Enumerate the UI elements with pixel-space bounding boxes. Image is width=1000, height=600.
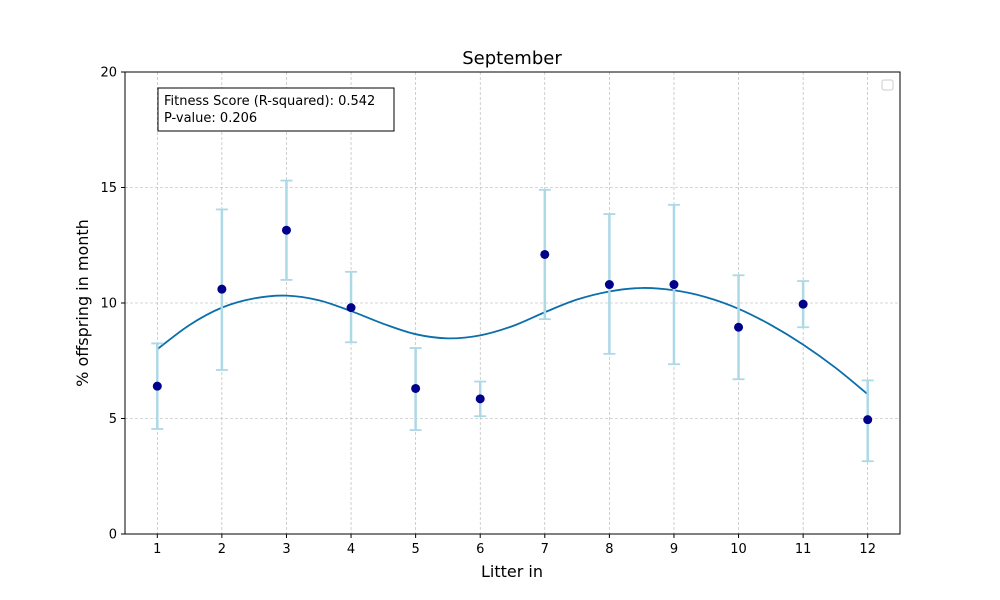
data-point: [475, 394, 485, 404]
grid-layer: [125, 71, 900, 535]
y-tick-label: 15: [100, 181, 117, 196]
x-tick-label: 12: [859, 542, 876, 557]
data-point: [863, 415, 873, 425]
x-tick-label: 4: [347, 542, 355, 557]
y-tick-label: 10: [100, 297, 117, 312]
x-tick-label: 6: [476, 542, 484, 557]
errorbar-layer: [151, 179, 874, 463]
x-axis-label: Litter in: [481, 562, 543, 581]
x-tick-label: 2: [218, 542, 226, 557]
y-tick-label: 20: [100, 66, 117, 81]
x-tick-label: 5: [411, 542, 419, 557]
x-tick-label: 3: [282, 542, 290, 557]
data-point: [217, 284, 227, 294]
data-point: [734, 322, 744, 332]
legend-box: [881, 79, 894, 91]
x-tick-label: 11: [795, 542, 812, 557]
data-point: [152, 381, 162, 391]
fit-curve-layer: [156, 287, 869, 395]
x-tick-label: 8: [605, 542, 613, 557]
y-tick-label: 5: [109, 412, 117, 427]
annotation-frame: [157, 87, 395, 132]
data-point: [604, 280, 614, 290]
point-layer: [152, 225, 873, 425]
y-axis-label: % offspring in month: [73, 219, 92, 387]
annotation-p-value: P-value: 0.206: [164, 111, 257, 126]
chart-title: September: [462, 48, 562, 69]
annotation-box: Fitness Score (R-squared): 0.542 P-value…: [157, 87, 395, 132]
x-tick-label: 7: [541, 542, 549, 557]
fit-curve: [156, 287, 869, 395]
data-point: [281, 225, 291, 235]
data-point: [411, 383, 421, 393]
annotation-r-squared: Fitness Score (R-squared): 0.542: [164, 94, 375, 109]
x-tick-label: 9: [670, 542, 678, 557]
data-point: [798, 299, 808, 309]
y-tick-label: 0: [109, 528, 117, 543]
data-point: [669, 280, 679, 290]
x-tick-label: 10: [730, 542, 747, 557]
data-point: [346, 303, 356, 313]
data-point: [540, 249, 550, 259]
x-tick-label: 1: [153, 542, 161, 557]
